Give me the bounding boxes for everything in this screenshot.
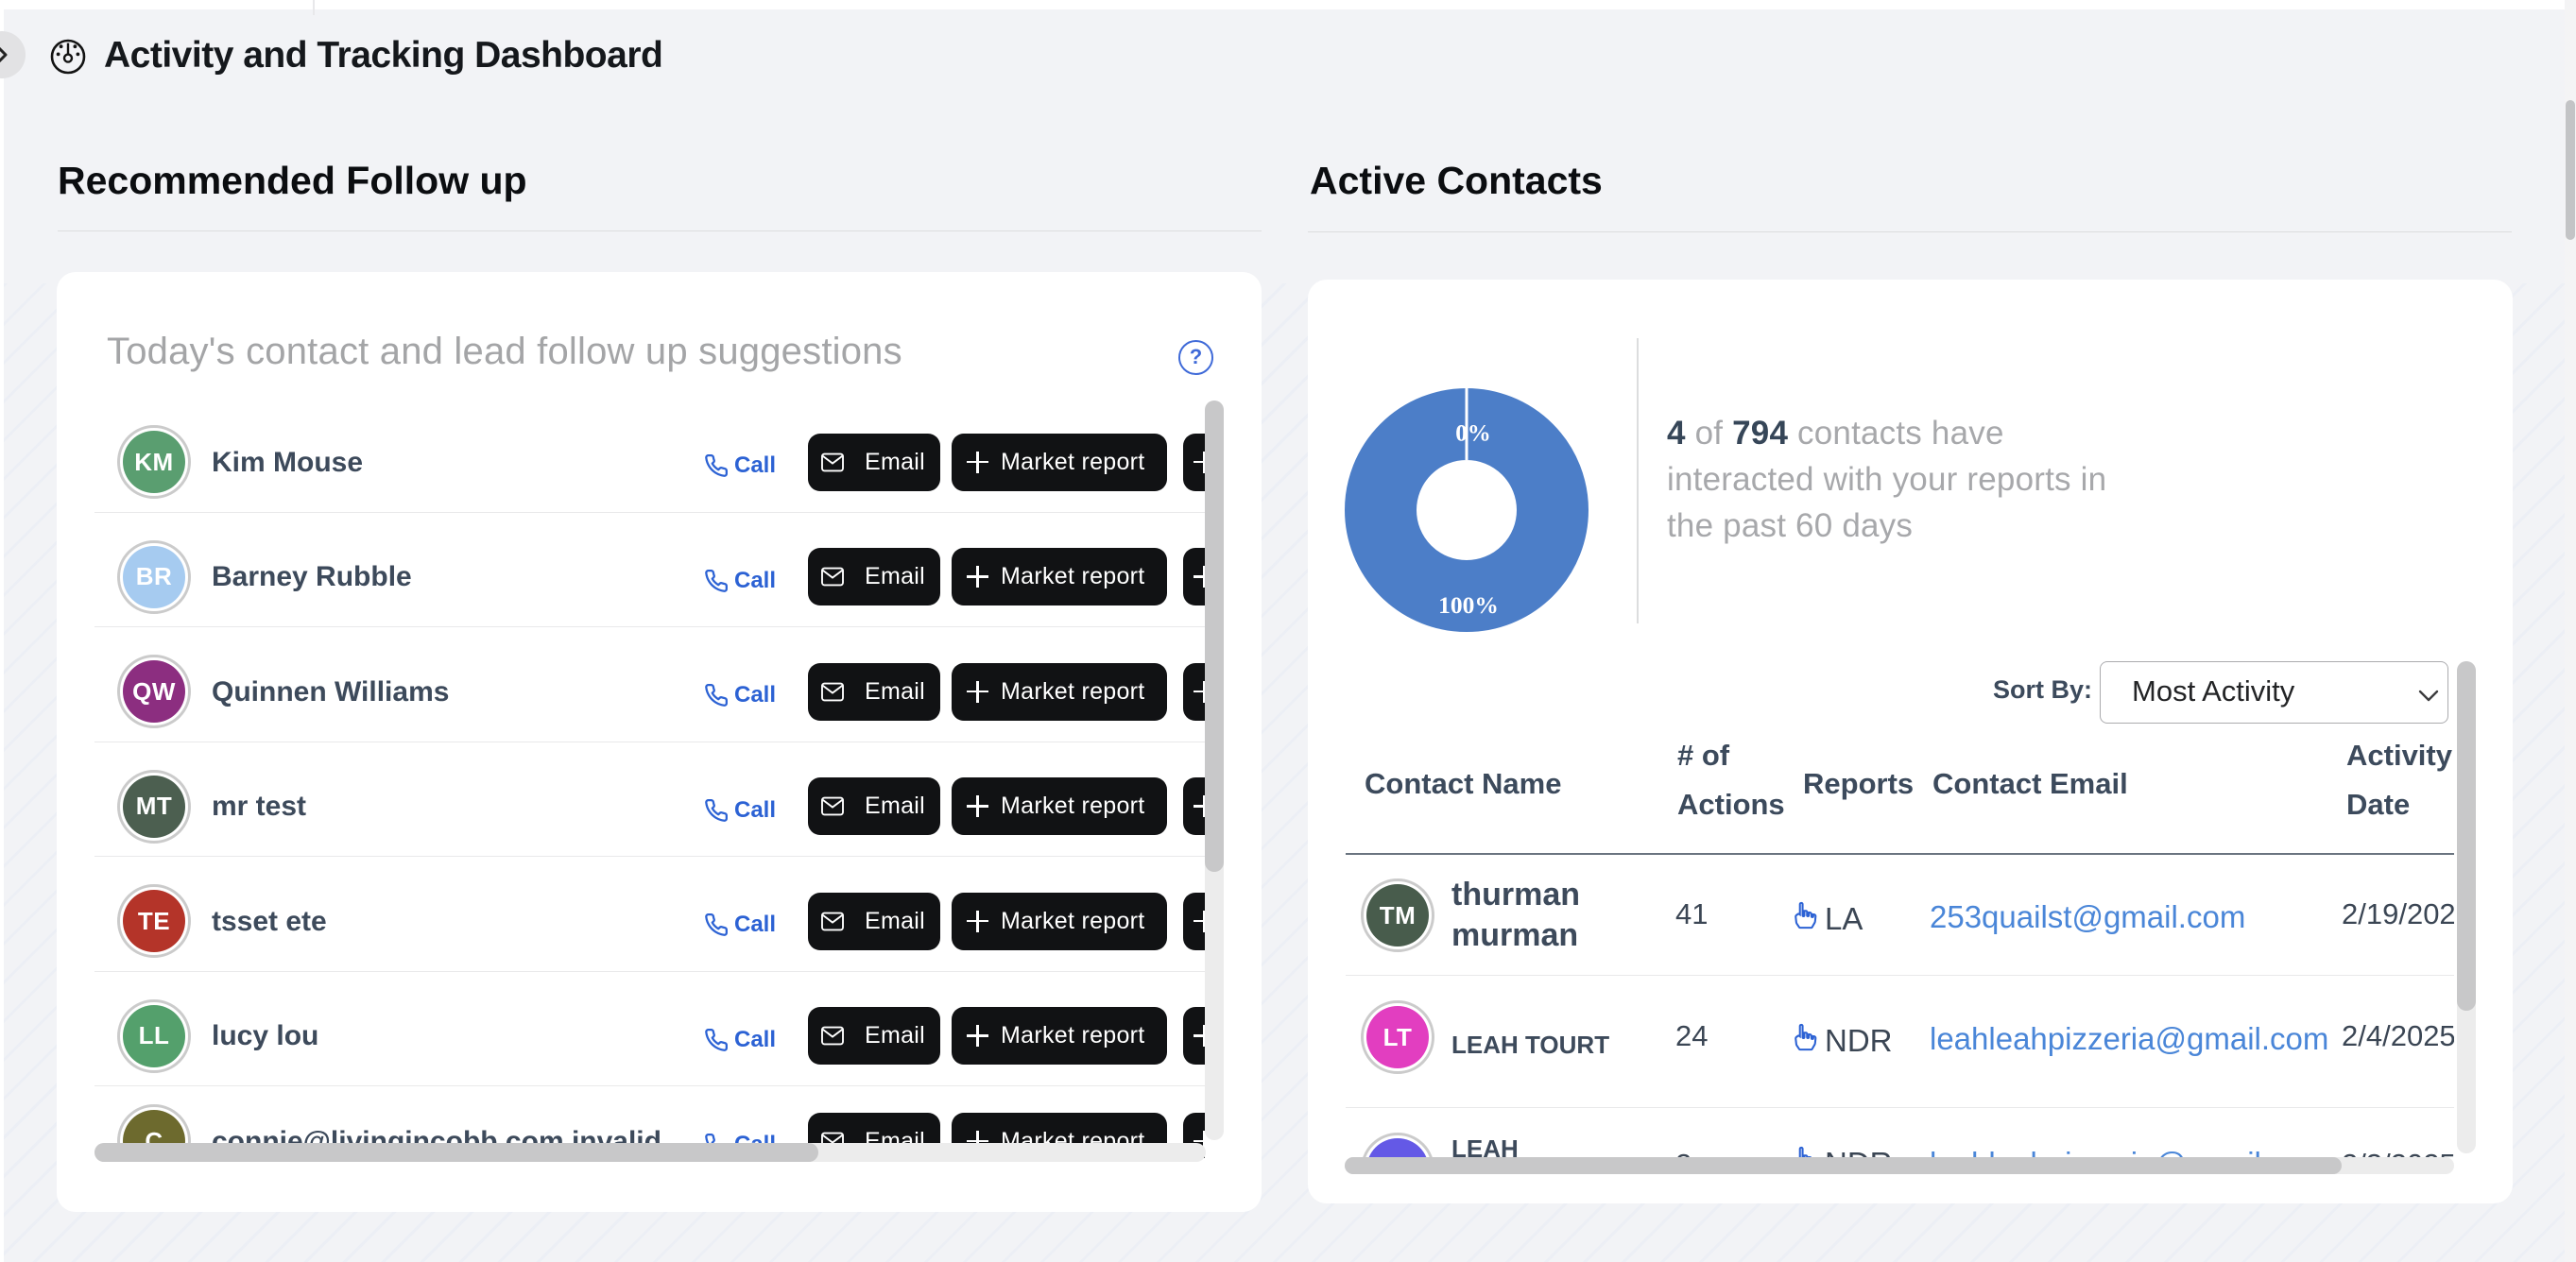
- svg-text:100%: 100%: [1438, 591, 1499, 619]
- svg-text:0%: 0%: [1455, 421, 1491, 447]
